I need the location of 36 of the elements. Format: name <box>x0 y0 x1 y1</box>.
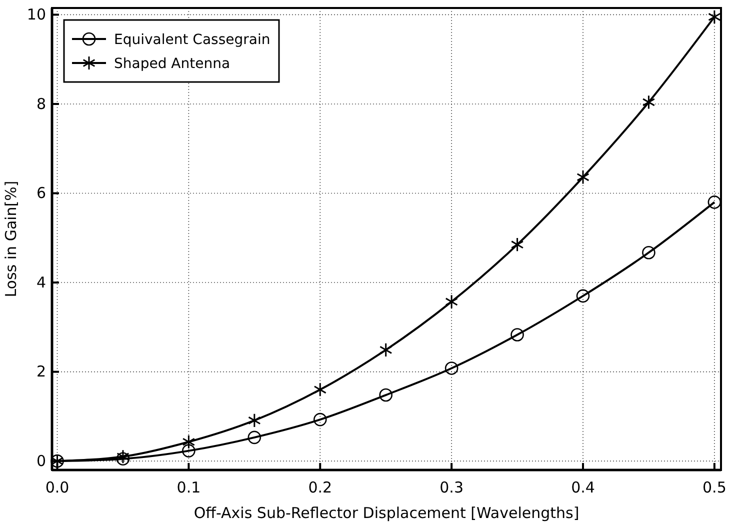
point <box>116 449 130 464</box>
point <box>510 237 524 252</box>
y-tick-label: 4 <box>36 273 46 292</box>
x-tick-label: 0.3 <box>440 478 464 497</box>
point <box>576 289 590 303</box>
point <box>708 10 721 24</box>
y-tick-label: 8 <box>36 94 46 113</box>
y-tick-label: 6 <box>36 184 46 202</box>
y-axis-title: Loss in Gain[%] <box>2 180 20 298</box>
point <box>314 382 327 397</box>
point <box>510 328 524 342</box>
point <box>444 362 458 375</box>
point <box>116 452 130 466</box>
point <box>182 444 196 458</box>
y-tick-label: 10 <box>26 5 46 24</box>
legend-label: Shaped Antenna <box>114 56 230 72</box>
x-tick-label: 0.4 <box>571 478 595 497</box>
x-tick-label: 0.1 <box>176 478 201 497</box>
point <box>642 246 656 260</box>
x-axis-title: Off-Axis Sub-Reflector Displacement [Wavelengths] <box>194 504 580 522</box>
point <box>182 434 196 450</box>
point <box>445 294 458 309</box>
point <box>248 430 262 444</box>
y-tick-label: 0 <box>36 452 46 470</box>
point <box>313 412 327 426</box>
point <box>379 388 392 402</box>
point <box>576 170 590 184</box>
point <box>379 342 392 358</box>
point <box>642 94 656 110</box>
y-tick-label: 2 <box>36 362 46 381</box>
legend-label: Equivalent Cassegrain <box>114 32 270 48</box>
x-tick-label: 0.2 <box>308 478 332 497</box>
x-tick-label: 0.5 <box>702 478 726 497</box>
point <box>248 413 261 428</box>
x-tick-label: 0.0 <box>45 478 70 497</box>
point <box>708 196 722 209</box>
